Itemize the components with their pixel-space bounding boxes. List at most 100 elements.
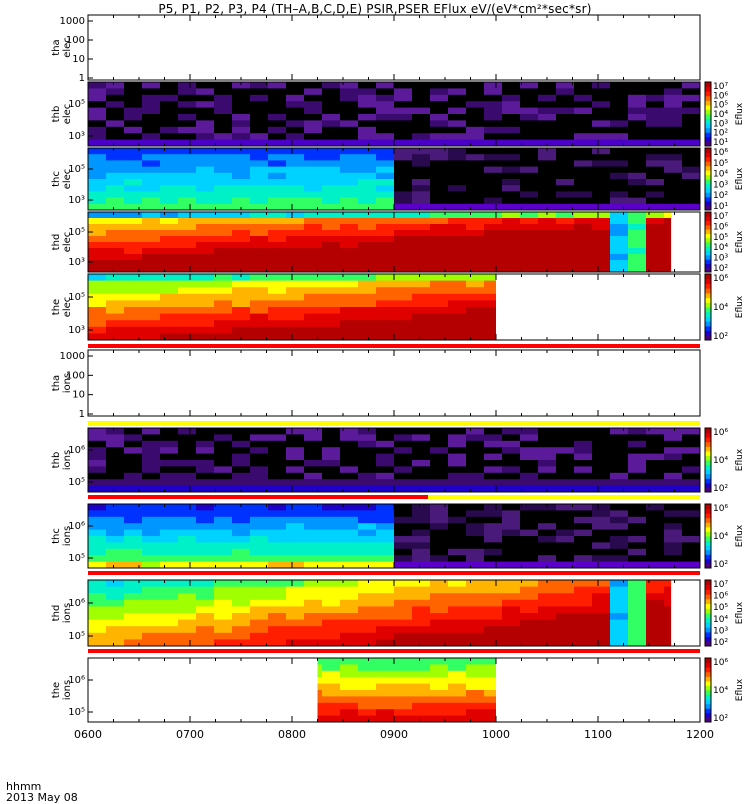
heat-cell (250, 307, 269, 315)
heat-cell (556, 126, 575, 134)
heat-cell (304, 248, 323, 255)
heat-cell (484, 664, 503, 672)
heat-cell (178, 599, 197, 607)
colorbar-tick: 10⁶ (713, 504, 728, 514)
heat-cell (682, 114, 701, 121)
heat-cell (178, 466, 197, 474)
heat-cell (466, 101, 485, 109)
heat-cell (448, 683, 467, 691)
heat-cell (556, 510, 575, 518)
heat-cell (538, 447, 557, 455)
heat-cell (286, 516, 305, 524)
heat-cell (268, 447, 287, 455)
heat-cell (538, 479, 557, 487)
heat-cell (646, 230, 665, 237)
heat-cell (268, 466, 287, 474)
heat-cell (286, 333, 305, 341)
heat-cell (376, 593, 395, 601)
heat-cell (448, 664, 467, 672)
heat-cell (520, 88, 539, 96)
heat-cell (178, 447, 197, 455)
heat-cell (286, 179, 305, 186)
heat-cell (214, 114, 233, 121)
heat-cell (358, 440, 377, 448)
heat-cell (682, 485, 701, 493)
heat-cell (538, 542, 557, 550)
heat-cell (268, 479, 287, 487)
heat-cell (484, 224, 503, 231)
heat-cell (142, 133, 161, 141)
heat-cell (484, 516, 503, 524)
heat-cell (484, 133, 503, 141)
y-tick-label: 10⁶ (68, 521, 85, 532)
heat-cell (340, 479, 359, 487)
heat-cell (574, 82, 593, 89)
heat-cell (304, 548, 323, 556)
heat-cell (376, 242, 395, 249)
heat-cell (394, 88, 413, 96)
heat-cell (286, 639, 305, 647)
heat-cell (538, 434, 557, 442)
heat-cell (178, 254, 197, 261)
heat-cell (286, 313, 305, 321)
heat-cell (88, 542, 107, 550)
heat-cell (286, 613, 305, 621)
heat-cell (214, 236, 233, 243)
heat-cell (448, 548, 467, 556)
heat-cell (304, 516, 323, 524)
heat-cell (196, 154, 215, 161)
heat-cell (610, 626, 629, 634)
heat-cell (322, 248, 341, 255)
heat-cell (502, 242, 521, 249)
heat-cell (214, 619, 233, 627)
heat-cell (250, 248, 269, 255)
heat-cell (412, 715, 431, 723)
heat-cell (394, 230, 413, 237)
heat-cell (646, 434, 665, 442)
heat-cell (178, 197, 197, 205)
heat-cell (412, 702, 431, 710)
heat-cell (376, 212, 395, 219)
heat-cell (358, 114, 377, 121)
heat-cell (214, 466, 233, 474)
heat-cell (178, 504, 197, 511)
heat-cell (196, 266, 215, 273)
heat-cell (358, 133, 377, 141)
heat-cell (250, 166, 269, 174)
heat-cell (160, 242, 179, 249)
heat-cell (88, 191, 107, 199)
heat-cell (520, 599, 539, 607)
heat-cell (124, 326, 143, 334)
heat-cell (232, 529, 251, 537)
heat-cell (142, 242, 161, 249)
heat-cell (646, 593, 665, 601)
heat-cell (646, 529, 665, 537)
heat-cell (286, 555, 305, 563)
heat-cell (358, 479, 377, 487)
heat-cell (358, 313, 377, 321)
heat-cell (394, 658, 413, 665)
heat-cell (106, 280, 125, 288)
heat-cell (88, 287, 107, 295)
heat-cell (268, 280, 287, 288)
heat-cell (142, 139, 161, 147)
heat-cell (412, 139, 431, 147)
heat-cell (322, 126, 341, 134)
heat-cell (286, 440, 305, 448)
heat-cell (286, 148, 305, 155)
heat-cell (304, 440, 323, 448)
heat-cell (124, 254, 143, 261)
heat-cell (88, 599, 107, 607)
heat-cell (232, 236, 251, 243)
y-tick-label: 1 (79, 73, 85, 84)
heat-cell (430, 670, 449, 678)
heat-cell (340, 236, 359, 243)
heat-cell (412, 510, 431, 518)
heat-cell (394, 313, 413, 321)
heat-cell (466, 440, 485, 448)
heat-cell (124, 120, 143, 128)
heat-cell (646, 139, 665, 147)
heat-cell (340, 82, 359, 89)
heat-cell (574, 434, 593, 442)
heat-cell (214, 613, 233, 621)
